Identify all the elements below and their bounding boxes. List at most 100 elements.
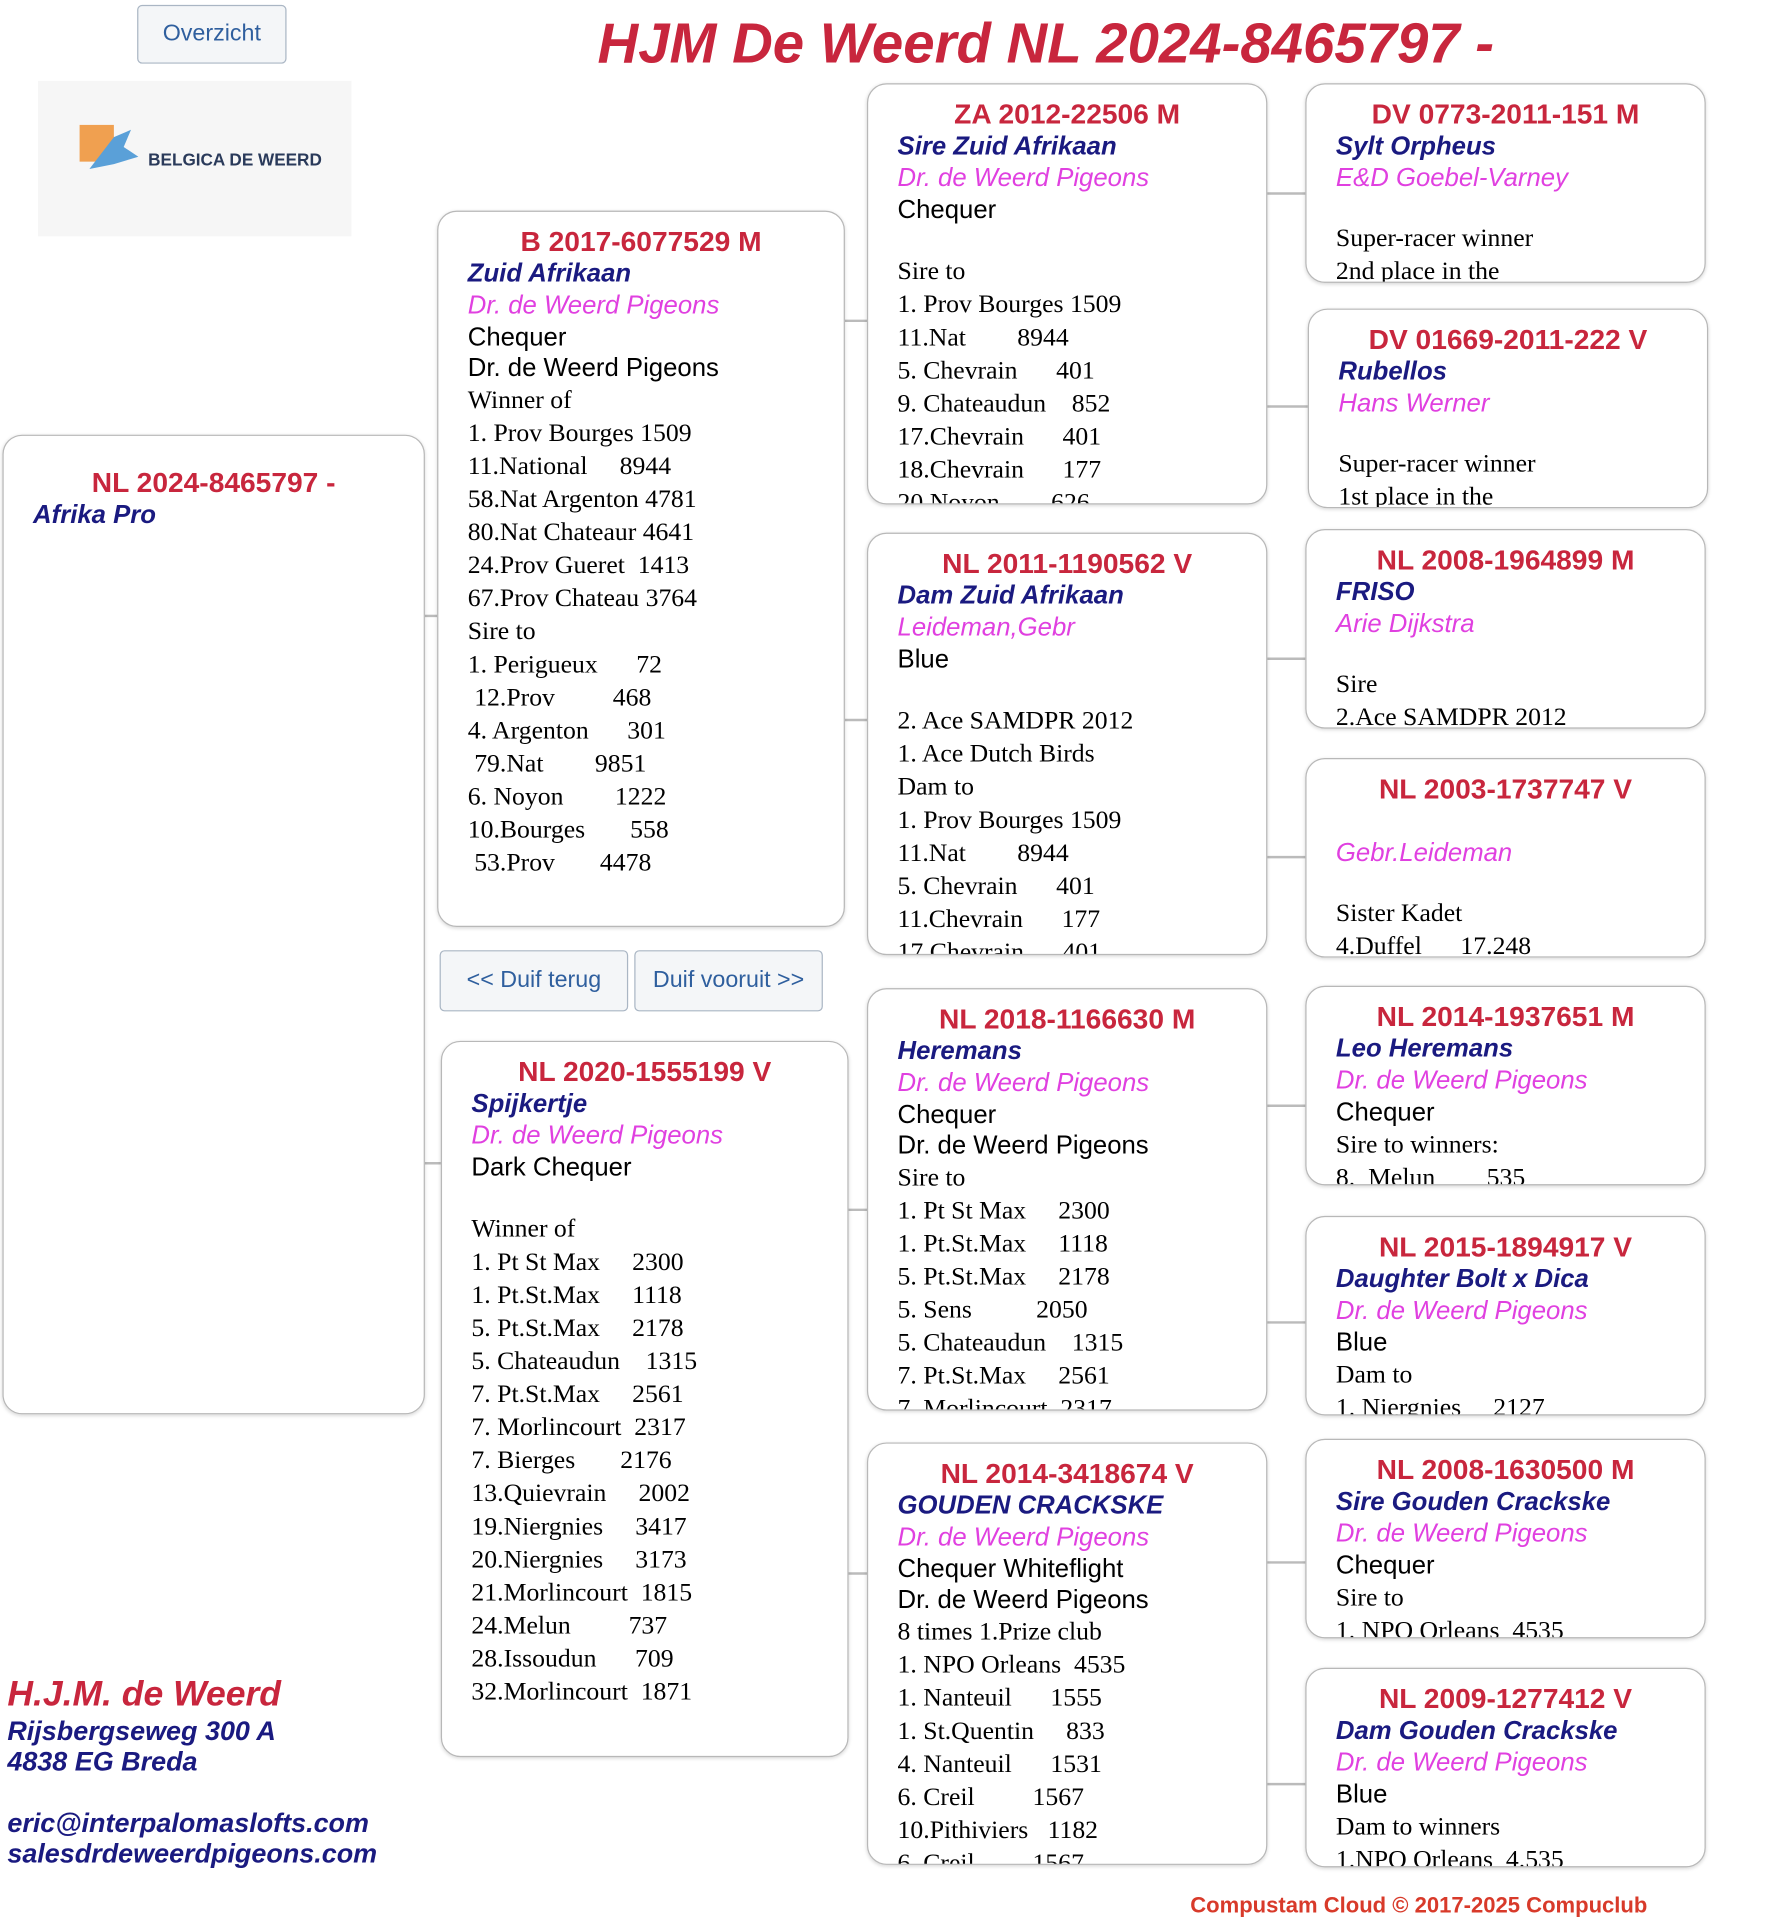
result-line: 6. Creil 1567 bbox=[897, 1781, 1084, 1812]
pedigree-card: NL 2020-1555199 V Spijkertje Dr. de Weerd … bbox=[440, 1040, 849, 1758]
result-line: 7. Pt.St.Max 2561 bbox=[471, 1378, 684, 1409]
result-line: 1.NPO Orleans 4.535 bbox=[1335, 1844, 1564, 1868]
back-button[interactable]: << Duif terug bbox=[439, 950, 629, 1012]
forward-button[interactable]: Duif vooruit >> bbox=[634, 950, 823, 1012]
result-line: 1. Ace Dutch Birds bbox=[897, 738, 1095, 768]
result-line: 24.Prov Gueret 1413 bbox=[467, 549, 690, 580]
pigeon-name: GOUDEN CRACKSKE bbox=[897, 1491, 1164, 1520]
owner: Dr. de Weerd Pigeons bbox=[897, 1068, 1150, 1098]
ring-number: ZA 2012-22506 M bbox=[954, 97, 1181, 130]
owner: Gebr.Leideman bbox=[1335, 838, 1513, 867]
ring-number: B 2017-6077529 M bbox=[520, 225, 762, 258]
pedigree-card: NL 2018-1166630 M Heremans Dr. de Weerd Pi… bbox=[866, 988, 1268, 1411]
page-title: HJM De Weerd NL 2024-8465797 - bbox=[597, 11, 1495, 75]
detail: Chequer bbox=[897, 195, 997, 225]
result-line: 2. Ace SAMDPR 2012 bbox=[897, 705, 1134, 735]
pigeon-name: Afrika Pro bbox=[33, 500, 156, 529]
pedigree-card: DV 01669-2011-222 V Rubellos Hans Werner Su… bbox=[1307, 308, 1709, 509]
result-line: Sire to bbox=[897, 255, 966, 286]
owner: Leideman,Gebr bbox=[897, 613, 1075, 642]
result-line: 6. Noyon 1222 bbox=[467, 781, 667, 811]
owner: Hans Werner bbox=[1338, 389, 1490, 418]
pigeon-name: Sire Gouden Crackske bbox=[1335, 1487, 1611, 1516]
results: Sister Kadet 4.Duffel 17.248 bbox=[1336, 896, 1705, 957]
result-line: 2.Ace SAMDPR 2012 bbox=[1335, 701, 1567, 729]
detail: Chequer bbox=[897, 1100, 997, 1129]
result-line: 5. Pt.St.Max 2178 bbox=[471, 1312, 684, 1343]
owner: E&D Goebel-Varney bbox=[1335, 164, 1568, 193]
result-line: Super-racer winner bbox=[1335, 222, 1534, 253]
pedigree-card: NL 2008-1964899 M FRISO Arie Dijkstra Sire 2… bbox=[1305, 528, 1706, 729]
result-line: 5. Chevrain 401 bbox=[897, 870, 1095, 901]
pedigree-card: NL 2008-1630500 M Sire Gouden Crackske Dr.… bbox=[1305, 1438, 1706, 1639]
results: Winner of 1. Pt St Max 2300 1. Pt.St.Max 1… bbox=[471, 1212, 847, 1708]
detail: Chequer Whiteflight bbox=[897, 1555, 1124, 1584]
result-line: 32.Morlincourt 1871 bbox=[471, 1676, 693, 1706]
result-line: 1. Pt.St.Max 1118 bbox=[897, 1228, 1108, 1258]
pigeon-name: FRISO bbox=[1335, 577, 1415, 607]
ring-number: NL 2008-1964899 M bbox=[1376, 543, 1635, 576]
email: salesdrdeweerdpigeons.com bbox=[7, 1837, 378, 1869]
result-line: 1st place in the bbox=[1338, 481, 1494, 509]
logo-icon bbox=[79, 124, 139, 169]
result-line: 4.Duffel 17.248 bbox=[1335, 930, 1532, 958]
contact: H.J.M. de Weerd Rijsbergseweg 300 A 4838… bbox=[7, 1675, 377, 1868]
result-line: 19.Niergnies 3417 bbox=[471, 1511, 687, 1541]
result-line: 21.Morlincourt 1815 bbox=[471, 1577, 693, 1607]
result-line: 1. Prov Bourges 1509 bbox=[897, 804, 1122, 834]
address-line: Rijsbergseweg 300 A bbox=[7, 1715, 276, 1747]
email: eric@interpalomaslofts.com bbox=[7, 1807, 369, 1838]
result-line: 1. Nanteuil 1555 bbox=[897, 1682, 1102, 1712]
result-line: 1. Perigueux 72 bbox=[467, 648, 663, 679]
ring-number: NL 2008-1630500 M bbox=[1376, 1453, 1635, 1486]
result-line: 18.Chevrain 177 bbox=[897, 454, 1102, 484]
pigeon-name: Sire Zuid Afrikaan bbox=[897, 132, 1117, 161]
pedigree-card: NL 2014-3418674 V GOUDEN CRACKSKE Dr. de W… bbox=[866, 1442, 1268, 1865]
result-line: 4. Nanteuil 1531 bbox=[897, 1748, 1102, 1778]
result-line: Dam to bbox=[1335, 1359, 1413, 1389]
result-line: 79.Nat 9851 bbox=[467, 748, 647, 778]
logo: BELGICA DE WEERD bbox=[37, 80, 352, 237]
detail: Blue bbox=[1335, 1780, 1388, 1809]
pigeon-name: Sylt Orpheus bbox=[1335, 132, 1496, 161]
ring-number: NL 2011-1190562 V bbox=[942, 547, 1193, 580]
result-line: 9. Chateaudun 852 bbox=[897, 388, 1111, 418]
result-line: 4. Argenton 301 bbox=[467, 715, 666, 745]
pigeon-name: Dam Zuid Afrikaan bbox=[897, 581, 1124, 610]
ring-number: NL 2009-1277412 V bbox=[1378, 1682, 1633, 1715]
result-line: 10.Pithiviers 1182 bbox=[897, 1814, 1099, 1845]
result-line: 67.Prov Chateau 3764 bbox=[467, 582, 698, 613]
ring-number: NL 2014-1937651 M bbox=[1376, 1000, 1635, 1033]
owner: Dr. de Weerd Pigeons bbox=[1335, 1748, 1588, 1777]
result-line: Dam to bbox=[897, 771, 974, 801]
pigeon-name: Heremans bbox=[897, 1037, 1022, 1066]
owner: Dr. de Weerd Pigeons bbox=[1335, 1296, 1588, 1325]
pigeon-name: Leo Heremans bbox=[1335, 1034, 1514, 1063]
ring-number: NL 2018-1166630 M bbox=[939, 1002, 1196, 1035]
result-line: 1. St.Quentin 833 bbox=[897, 1715, 1105, 1745]
detail: Chequer bbox=[1335, 1098, 1435, 1127]
result-line: 7. Pt.St.Max 2561 bbox=[897, 1360, 1110, 1390]
address-line: 4838 EG Breda bbox=[7, 1746, 198, 1777]
results: Sire to 1. NPO Orleans 4535 bbox=[1336, 1581, 1705, 1637]
result-line: 5. Chateaudun 1315 bbox=[471, 1345, 698, 1376]
result-line: 28.Issoudun 709 bbox=[471, 1643, 674, 1673]
result-line: 11.Nat 8944 bbox=[897, 837, 1069, 867]
result-line: Sire to bbox=[897, 1162, 966, 1192]
overview-button[interactable]: Overzicht bbox=[137, 4, 287, 64]
pedigree-card: NL 2011-1190562 V Dam Zuid Afrikaan Leidem… bbox=[866, 532, 1268, 956]
result-line: Sire to winners: bbox=[1335, 1128, 1499, 1159]
spacer bbox=[1336, 806, 1705, 838]
result-line: 10.Bourges 558 bbox=[467, 814, 669, 844]
result-line: 5. Pt.St.Max 2178 bbox=[897, 1261, 1110, 1291]
pigeon-name: Dam Gouden Crackske bbox=[1335, 1716, 1618, 1745]
results: Sire to 1. Prov Bourges 1509 11.Nat 8944 5.… bbox=[897, 255, 1267, 503]
result-line: 1. Prov Bourges 1509 bbox=[467, 417, 692, 447]
result-line: 1. NPO Orleans 4535 bbox=[897, 1649, 1126, 1679]
result-line: 20.Niergnies 3173 bbox=[471, 1544, 687, 1574]
results: Sire to 1. Pt St Max 2300 1. Pt.St.Max 111… bbox=[897, 1161, 1267, 1409]
logo-text: BELGICA DE WEERD bbox=[148, 149, 322, 169]
ring-number: DV 01669-2011-222 V bbox=[1368, 323, 1648, 356]
